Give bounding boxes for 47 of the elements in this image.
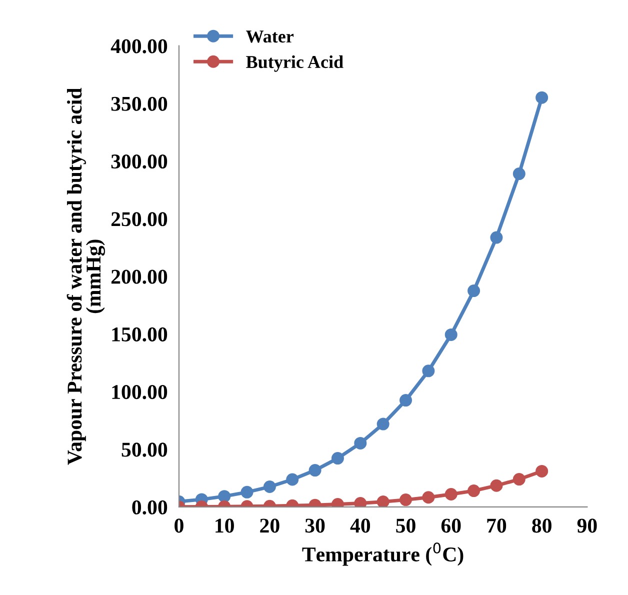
point <box>536 464 548 478</box>
legend-label: Butyric Acid <box>246 55 344 72</box>
x-tick-label: 0 <box>174 518 184 533</box>
point <box>400 494 412 506</box>
x-tick-label: 60 <box>441 518 461 533</box>
point <box>512 168 526 180</box>
y-tick-label: 150.00 <box>112 327 168 342</box>
x-tick-label: 90 <box>577 518 597 533</box>
x-tick-label: 80 <box>532 518 552 533</box>
point <box>444 488 458 501</box>
point <box>354 497 367 507</box>
point <box>286 473 299 486</box>
point <box>308 464 322 477</box>
point <box>376 418 390 430</box>
point <box>444 328 458 341</box>
x-axis-title: Temperature ($^{0}$C) <box>302 542 464 566</box>
y-tick-label: 300.00 <box>111 154 168 169</box>
x-tick-label: 40 <box>350 518 370 533</box>
x-tick-label: 20 <box>260 518 280 533</box>
y-tick-label: 50.00 <box>122 442 168 457</box>
x-tick-label: 70 <box>487 518 506 533</box>
y-tick-label: 250.00 <box>111 212 168 226</box>
point <box>490 231 503 244</box>
point <box>354 436 367 450</box>
y-tick-label: 200.00 <box>111 270 168 284</box>
point <box>422 491 435 504</box>
point <box>512 473 526 486</box>
point <box>422 364 435 378</box>
y-tick-label: 400.00 <box>110 39 168 54</box>
x-tick-label: 50 <box>396 518 416 533</box>
y-tick-label: 350.00 <box>111 96 168 111</box>
y-tick-label: 100.00 <box>112 385 168 400</box>
point <box>468 484 480 498</box>
y-axis-title: Vapour Pressure of water and butyric acid (mmHg) <box>66 88 106 465</box>
point <box>400 394 412 407</box>
x-tick-label: 30 <box>305 518 325 533</box>
point <box>240 486 254 498</box>
point <box>536 91 548 104</box>
point <box>331 452 344 465</box>
point <box>218 490 231 503</box>
y-tick-label: 0.00 <box>132 500 168 514</box>
legend-label: Water <box>246 30 294 43</box>
point <box>376 496 390 507</box>
point <box>468 284 480 298</box>
point <box>490 479 503 492</box>
x-tick-label: 10 <box>216 518 234 533</box>
point <box>263 480 276 494</box>
